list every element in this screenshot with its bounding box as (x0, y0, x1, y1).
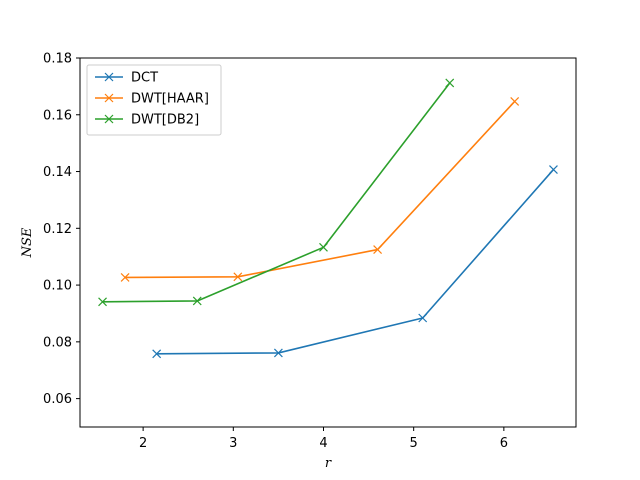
data-point (510, 97, 520, 106)
data-point (152, 349, 162, 359)
legend-marker (104, 93, 114, 103)
y-tick-label: 0.12 (43, 222, 72, 237)
plot-marks (98, 78, 558, 359)
legend-item: DWT[HAAR] (95, 92, 209, 107)
y-tick-label: 0.18 (43, 52, 72, 67)
x-tick-label: 4 (319, 436, 327, 451)
x-tick-label: 6 (500, 436, 508, 451)
data-point (418, 313, 428, 323)
legend-items: DCT DWT[HAAR] DWT[DB2] (95, 71, 209, 128)
y-tick-label: 0.06 (43, 392, 72, 407)
y-tick-label: 0.10 (43, 279, 72, 294)
y-tick-label: 0.16 (43, 108, 72, 123)
series-line (125, 100, 516, 279)
series-0 (152, 165, 558, 359)
legend-label: DWT[DB2] (131, 113, 199, 128)
data-point (373, 245, 383, 255)
x-tick-label: 2 (139, 436, 147, 451)
legend-marker (104, 114, 114, 124)
legend-label: DWT[HAAR] (131, 92, 209, 107)
data-point (233, 272, 243, 282)
x-axis-label: r (325, 456, 332, 471)
x-tick-label: 5 (410, 436, 418, 451)
series-line (156, 169, 555, 355)
data-point (445, 78, 455, 88)
y-tick-label: 0.14 (43, 165, 72, 180)
axis-ticks: 2 3 4 5 6 0.06 0.08 0.10 0.12 0.14 0.16 0.18 (43, 52, 508, 452)
legend-box (86, 64, 222, 136)
plot-frame (79, 57, 577, 428)
data-point (273, 348, 283, 358)
x-tick-label: 3 (229, 436, 237, 451)
legend-item: DWT[DB2] (95, 113, 199, 128)
data-point (192, 296, 202, 306)
legend-item: DCT (95, 71, 158, 86)
legend-marker (104, 72, 114, 82)
legend-label: DCT (131, 71, 158, 86)
legend: DCT DWT[HAAR] DWT[DB2] (86, 64, 222, 136)
data-point (319, 242, 328, 252)
data-point (549, 165, 558, 174)
series-1 (120, 97, 520, 282)
series-2 (98, 78, 455, 307)
data-point (120, 272, 130, 282)
y-axis-label: NSE (20, 227, 35, 258)
series-line (102, 82, 451, 303)
data-point (98, 297, 107, 307)
y-tick-label: 0.08 (43, 335, 72, 350)
